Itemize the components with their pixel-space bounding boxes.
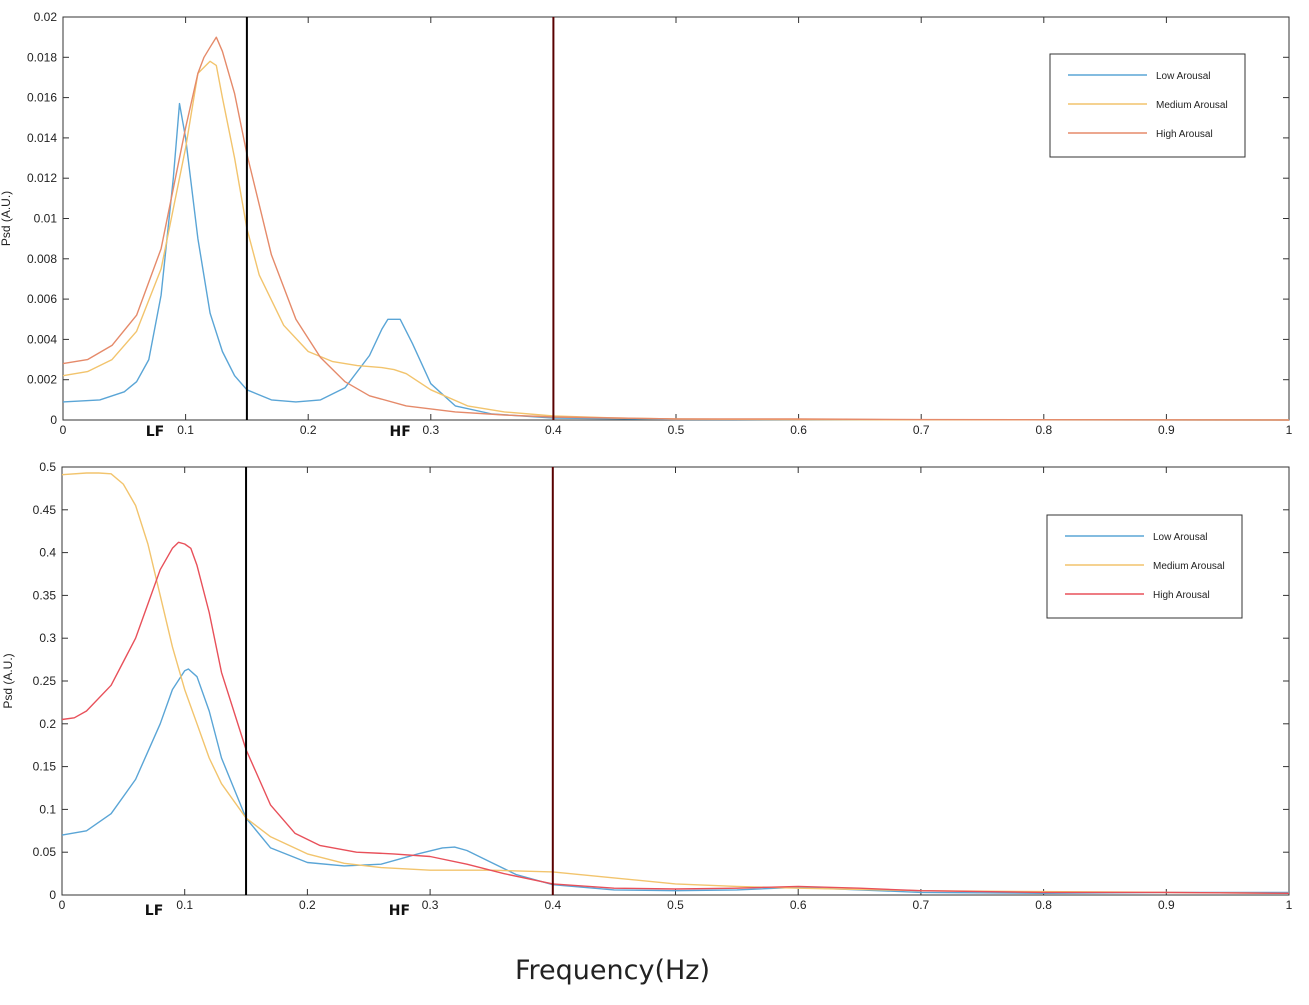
y-tick-label: 0.2 <box>39 717 56 731</box>
x-tick-label: 0.5 <box>668 423 685 437</box>
y-tick-label: 0.008 <box>27 252 57 266</box>
y-tick-label: 0.25 <box>33 674 57 688</box>
x-tick-label: 1 <box>1286 423 1293 437</box>
y-axis-label: Psd (A.U.) <box>1 653 15 708</box>
x-tick-label: 0.6 <box>790 423 807 437</box>
legend-entry: Medium Arousal <box>1153 561 1225 572</box>
x-tick-label: 0.1 <box>177 423 194 437</box>
hf-band-label: HF <box>389 903 410 919</box>
y-tick-label: 0 <box>50 413 57 427</box>
y-tick-label: 0.006 <box>27 292 57 306</box>
legend-entry: High Arousal <box>1153 590 1210 601</box>
y-axis-label: Psd (A.U.) <box>0 191 13 246</box>
x-tick-label: 0 <box>59 898 66 912</box>
legend-entry: Medium Arousal <box>1156 100 1228 111</box>
y-tick-label: 0 <box>49 888 56 902</box>
y-tick-label: 0.3 <box>39 631 56 645</box>
x-tick-label: 0.9 <box>1158 423 1175 437</box>
x-tick-label: 0 <box>60 423 67 437</box>
series-line-high-arousal <box>61 541 1290 894</box>
top-psd-panel: 0 0.002 0.004 0.006 0.008 0.01 0.012 0.014 0.016… <box>0 10 1293 440</box>
legend-box <box>1046 514 1243 619</box>
legend: Low Arousal Medium Arousal High Arousal <box>1049 53 1246 158</box>
y-tick-label: 0.014 <box>27 131 57 145</box>
legend-box <box>1049 53 1246 158</box>
legend-entry: Low Arousal <box>1156 71 1210 82</box>
x-tick-label: 0.8 <box>1035 898 1052 912</box>
legend-entry: Low Arousal <box>1153 532 1207 543</box>
legend-entry: High Arousal <box>1156 129 1213 140</box>
y-tick-label: 0.004 <box>27 332 57 346</box>
x-tick-label: 0.6 <box>790 898 807 912</box>
x-tick-label: 0.9 <box>1158 898 1175 912</box>
x-tick-label: 0.4 <box>545 423 562 437</box>
x-tick-label: 0.1 <box>176 898 193 912</box>
x-tick-label: 0.7 <box>913 423 930 437</box>
y-tick-label: 0.002 <box>27 373 57 387</box>
y-tick-label: 0.5 <box>39 460 56 474</box>
x-tick-label: 0.8 <box>1035 423 1052 437</box>
x-tick-label: 1 <box>1286 898 1293 912</box>
y-tick-label: 0.1 <box>39 802 56 816</box>
y-tick-label: 0.4 <box>39 546 56 560</box>
x-tick-label: 0.2 <box>300 423 317 437</box>
x-tick-label: 0.7 <box>913 898 930 912</box>
bottom-psd-panel: 0 0.05 0.1 0.15 0.2 0.25 0.3 0.35 0.4 0.45 0.5 0 0.1… <box>1 460 1293 919</box>
y-tick-label: 0.018 <box>27 50 57 64</box>
hf-band-label: HF <box>390 424 411 440</box>
x-tick-label: 0.5 <box>667 898 684 912</box>
y-tick-label: 0.15 <box>33 760 57 774</box>
x-tick-label: 0.2 <box>299 898 316 912</box>
y-tick-label: 0.35 <box>33 588 57 602</box>
x-tick-label: 0.4 <box>544 898 561 912</box>
lf-band-label: LF <box>145 903 163 919</box>
y-tick-label: 0.02 <box>34 10 58 24</box>
y-tick-label: 0.05 <box>33 845 57 859</box>
x-axis-label: Frequency(Hz) <box>514 955 711 986</box>
y-tick-label: 0.016 <box>27 91 57 105</box>
series-line-high-arousal <box>62 36 1290 421</box>
y-tick-label: 0.012 <box>27 171 57 185</box>
lf-band-label: LF <box>146 424 164 440</box>
legend: Low Arousal Medium Arousal High Arousal <box>1046 514 1243 619</box>
y-tick-label: 0.01 <box>34 212 58 226</box>
x-tick-label: 0.3 <box>422 898 439 912</box>
y-tick-label: 0.45 <box>33 503 57 517</box>
x-tick-label: 0.3 <box>422 423 439 437</box>
